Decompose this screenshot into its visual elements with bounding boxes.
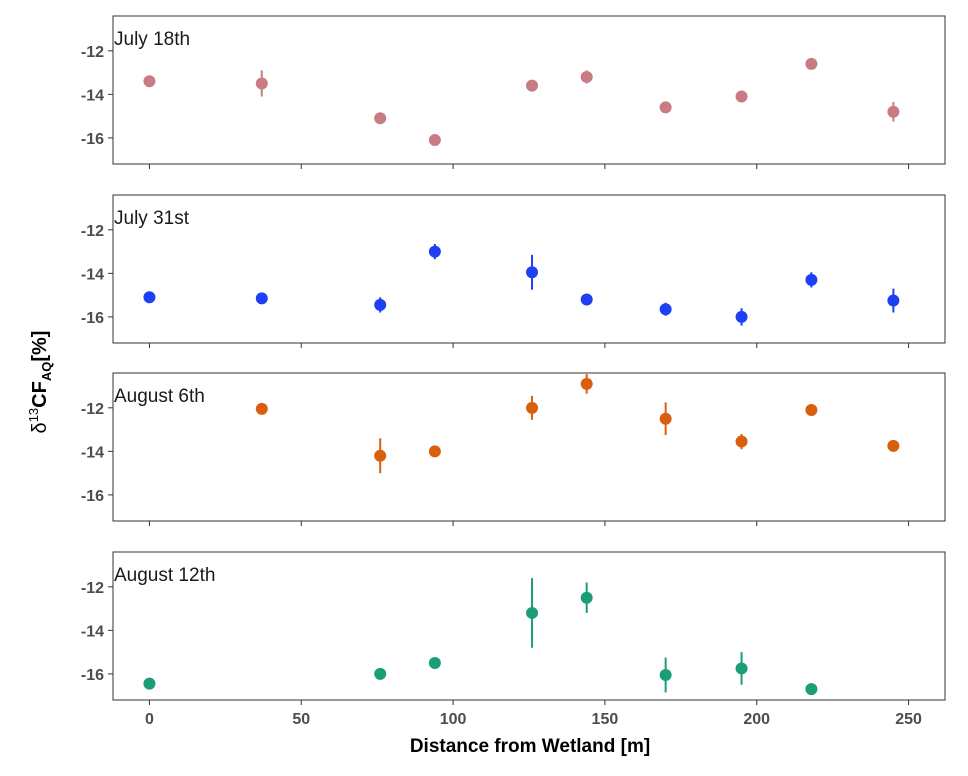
- data-point: [428, 445, 441, 458]
- data-point: [659, 101, 672, 114]
- data-point: [659, 668, 672, 681]
- y-tick-label: -12: [81, 401, 104, 418]
- y-axis-title-main: CF: [29, 381, 51, 408]
- data-point: [735, 310, 748, 323]
- y-axis-title-superscript: 13: [26, 408, 41, 422]
- x-tick-label: 100: [440, 711, 467, 728]
- x-tick-label: 50: [292, 711, 310, 728]
- panel-title: August 12th: [114, 565, 215, 586]
- x-tick-label: 0: [145, 711, 154, 728]
- data-point: [659, 303, 672, 316]
- y-tick-label: -12: [81, 580, 104, 597]
- data-point: [255, 292, 268, 305]
- data-point: [143, 75, 156, 88]
- data-point: [374, 298, 387, 311]
- y-tick-label: -14: [81, 266, 104, 283]
- data-point: [374, 667, 387, 680]
- panel-frame: [112, 551, 946, 701]
- data-point: [580, 377, 593, 390]
- data-point: [526, 401, 539, 414]
- data-point: [580, 293, 593, 306]
- panel-2: -12 -14 -16 July 31st: [81, 194, 946, 348]
- y-tick-label: -16: [81, 310, 104, 327]
- data-point: [143, 291, 156, 304]
- y-tick-label: -12: [81, 223, 104, 240]
- y-axis-title-unit: [%]: [29, 331, 51, 362]
- data-point: [805, 683, 818, 696]
- panel-title: July 18th: [114, 29, 190, 50]
- x-tick-label: 200: [743, 711, 770, 728]
- data-point: [887, 294, 900, 307]
- data-point: [374, 112, 387, 125]
- data-point: [428, 245, 441, 258]
- data-point: [526, 606, 539, 619]
- data-point: [255, 77, 268, 90]
- data-point: [428, 134, 441, 147]
- data-point: [526, 266, 539, 279]
- y-tick-label: -16: [81, 488, 104, 505]
- data-point: [887, 439, 900, 452]
- y-tick-label: -14: [81, 87, 104, 104]
- data-point: [580, 591, 593, 604]
- x-axis-title: Distance from Wetland [m]: [410, 736, 650, 757]
- data-point: [659, 412, 672, 425]
- y-axis-title-delta: δ: [29, 422, 51, 433]
- data-point: [805, 404, 818, 416]
- data-point: [255, 402, 268, 415]
- data-point: [580, 70, 593, 83]
- data-point: [428, 657, 441, 669]
- panel-4: -12 -14 -16 0 50 100 150 200 250 August 12th: [81, 551, 946, 728]
- data-point: [805, 57, 818, 70]
- data-point: [735, 435, 748, 448]
- panel-1: -12 -14 -16 July 18th: [81, 15, 946, 169]
- y-tick-label: -16: [81, 667, 104, 684]
- data-point: [526, 79, 539, 92]
- data-point: [805, 273, 818, 286]
- y-tick-label: -16: [81, 131, 104, 148]
- y-axis-title: δ13CFAQ[%]: [26, 331, 54, 434]
- y-axis-title-subscript: AQ: [39, 362, 54, 382]
- panel-title: August 6th: [114, 386, 205, 407]
- y-tick-label: -14: [81, 623, 104, 640]
- x-tick-label: 250: [895, 711, 922, 728]
- panel-frame: [112, 372, 946, 522]
- data-point: [735, 90, 748, 103]
- panel-title: July 31st: [114, 208, 190, 229]
- y-tick-label: -14: [81, 444, 104, 461]
- panel-3: -12 -14 -16 August 6th: [81, 372, 946, 526]
- data-point: [735, 662, 748, 675]
- x-tick-label: 150: [592, 711, 619, 728]
- data-point: [143, 677, 156, 690]
- y-tick-label: -12: [81, 44, 104, 61]
- data-point: [374, 449, 387, 462]
- data-point: [887, 105, 900, 118]
